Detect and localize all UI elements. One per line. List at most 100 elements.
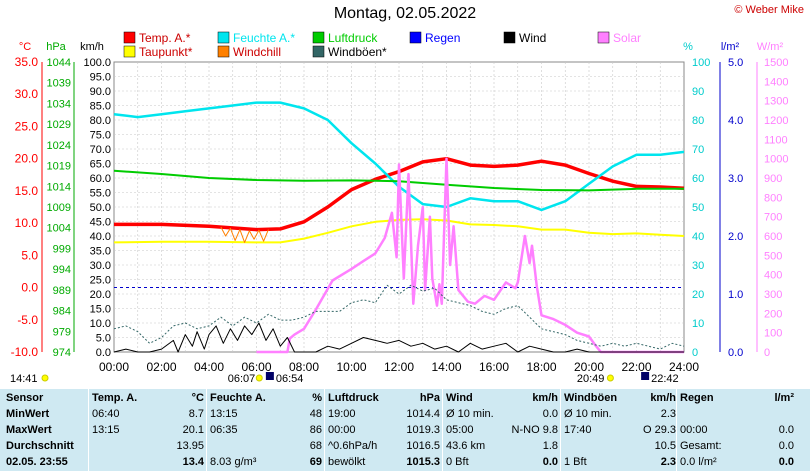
tick-label-temp_c: -10.0 [11, 345, 39, 359]
stats-header: Wind [446, 392, 473, 404]
tick-label-pressure_hpa: 1009 [47, 202, 71, 214]
tick-label-wind_kmh: 5.0 [96, 333, 111, 345]
column-separator [88, 389, 89, 471]
legend-label: Temp. A.* [139, 31, 191, 45]
tick-label-pressure_hpa: 1019 [47, 161, 71, 173]
tick-label-solar_wm2: 0 [764, 347, 770, 359]
axes: 35.0 30.0 25.0 20.0 15.0 10.0 5.0 0.0 -5.0 -10.0 1… [11, 41, 789, 374]
tick-label-wind_kmh: 95.0 [90, 72, 111, 84]
x-tick-label: 16:00 [479, 360, 509, 374]
stats-row-label: 02.05. 23:55 [6, 456, 68, 468]
stats-cell-note: 0 Bft [446, 456, 469, 468]
tick-label-wind_kmh: 50.0 [90, 202, 111, 214]
stats-cell-value: 1016.5 [406, 440, 440, 452]
tick-label-pressure_hpa: 1024 [47, 140, 71, 152]
tick-label-wind_kmh: 70.0 [90, 144, 111, 156]
moonset-icon [641, 372, 650, 380]
tick-label-wind_kmh: 10.0 [90, 318, 111, 330]
tick-label-wind_kmh: 90.0 [90, 86, 111, 98]
tick-label-temp_c: 25.0 [15, 119, 39, 133]
tick-label-solar_wm2: 1500 [764, 57, 788, 69]
tick-label-humidity_pct: 70 [692, 144, 704, 156]
tick-label-humidity_pct: 10 [692, 318, 704, 330]
stats-cell-value: 0.0 [542, 408, 558, 420]
stats-cell-note: Ø 10 min. [564, 408, 612, 420]
x-tick-label: 20:00 [574, 360, 604, 374]
tick-label-pressure_hpa: 1014 [47, 181, 71, 193]
tick-label-solar_wm2: 1400 [764, 76, 788, 88]
tick-label-solar_wm2: 1200 [764, 115, 788, 127]
tick-label-solar_wm2: 600 [764, 231, 782, 243]
legend-label: Wind [519, 31, 546, 45]
legend-label: Windböen* [328, 45, 387, 59]
tick-label-solar_wm2: 800 [764, 192, 782, 204]
stats-header: Regen [680, 392, 714, 404]
stats-cell-value: 10.5 [654, 440, 676, 452]
stats-cell-note: Gesamt: [680, 440, 722, 452]
tick-label-wind_kmh: 30.0 [90, 260, 111, 272]
tick-label-pressure_hpa: 984 [53, 306, 71, 318]
stats-cell-value: 20.1 [182, 424, 204, 436]
stats-cell-note: Ø 10 min. [446, 408, 494, 420]
stats-cell-value: 8.7 [188, 408, 204, 420]
tick-label-rain_lm2: 5.0 [728, 57, 743, 69]
x-tick-label: 24:00 [669, 360, 699, 374]
tick-label-pressure_hpa: 994 [53, 264, 71, 276]
tick-label-wind_kmh: 65.0 [90, 159, 111, 171]
stats-cell-value: 68 [309, 440, 322, 452]
tick-label-humidity_pct: 90 [692, 86, 704, 98]
axis-unit-label: W/m² [757, 41, 784, 53]
tick-label-wind_kmh: 80.0 [90, 115, 111, 127]
legend-swatch [312, 45, 325, 58]
axis-unit-label: % [683, 41, 693, 53]
tick-label-wind_kmh: 25.0 [90, 275, 111, 287]
stats-cell-note: 00:00 [328, 424, 356, 436]
stats-unit: °C [191, 392, 204, 404]
stats-cell-value: 1014.4 [406, 408, 440, 420]
tick-label-humidity_pct: 60 [692, 173, 704, 185]
stats-cell-value: 1019.3 [406, 424, 440, 436]
stats-cell-value: 0.0 [778, 456, 794, 468]
legend-label: Luftdruck [328, 31, 378, 45]
stats-cell-note: bewölkt [328, 456, 366, 468]
series-line-windchill [220, 226, 269, 243]
stats-header: Sensor [6, 392, 44, 404]
tick-label-solar_wm2: 400 [764, 270, 782, 282]
moonrise-icon [265, 372, 274, 380]
tick-label-temp_c: 5.0 [21, 248, 38, 262]
copyright-label: © Weber Mike [734, 4, 804, 16]
x-tick-label: 00:00 [99, 360, 129, 374]
stats-cell-value: O 29.3 [642, 424, 676, 436]
tick-label-wind_kmh: 20.0 [90, 289, 111, 301]
tick-label-solar_wm2: 300 [764, 289, 782, 301]
tick-label-wind_kmh: 60.0 [90, 173, 111, 185]
tick-label-temp_c: 35.0 [15, 55, 39, 69]
x-tick-label: 10:00 [336, 360, 366, 374]
stats-cell-note: 06:35 [210, 424, 238, 436]
stats-cell-note: 17:40 [564, 424, 592, 436]
x-tick-label: 22:00 [621, 360, 651, 374]
legend-label: Solar [613, 31, 641, 45]
tick-label-pressure_hpa: 979 [53, 326, 71, 338]
moonset-label: 22:42 [651, 373, 679, 385]
stats-cell-note: 06:40 [92, 408, 120, 420]
stats-cell-value: 0.0 [778, 424, 794, 436]
tick-label-wind_kmh: 45.0 [90, 217, 111, 229]
tick-label-solar_wm2: 200 [764, 308, 782, 320]
tick-label-solar_wm2: 500 [764, 250, 782, 262]
legend-label: Windchill [233, 45, 281, 59]
stats-cell-note: 13:15 [210, 408, 238, 420]
series-line-windb-en- [113, 284, 685, 350]
column-separator [442, 389, 443, 471]
stats-cell-note: 05:00 [446, 424, 474, 436]
tick-label-pressure_hpa: 1044 [47, 57, 71, 69]
x-tick-label: 14:00 [431, 360, 461, 374]
stats-header: Windböen [564, 392, 618, 404]
stats-cell-value: 1015.3 [406, 456, 440, 468]
tick-label-solar_wm2: 700 [764, 212, 782, 224]
tick-label-humidity_pct: 40 [692, 231, 704, 243]
tick-label-temp_c: 15.0 [15, 184, 39, 198]
tick-label-temp_c: -5.0 [17, 313, 38, 327]
column-separator [324, 389, 325, 471]
tick-label-temp_c: 0.0 [21, 281, 38, 295]
